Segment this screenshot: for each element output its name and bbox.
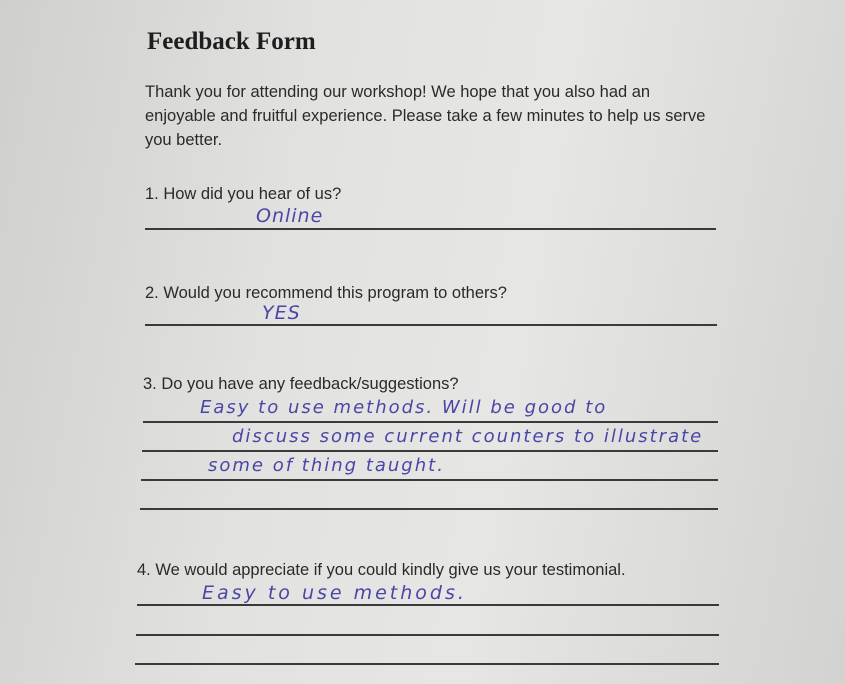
answer-line: [145, 228, 716, 230]
answer-4-line-1[interactable]: Easy to use methods.: [202, 582, 467, 604]
answer-2-line-1[interactable]: YES: [262, 302, 301, 324]
answer-line: [143, 421, 718, 423]
answer-line: [140, 508, 718, 510]
answer-line: [135, 663, 719, 665]
answer-line: [145, 324, 717, 326]
question-3: 3. Do you have any feedback/suggestions?: [143, 375, 459, 393]
intro-text: Thank you for attending our workshop! We…: [145, 83, 706, 149]
answer-line: [141, 479, 718, 481]
answer-line: [136, 634, 719, 636]
form-title: Feedback Form: [147, 28, 316, 55]
answer-1-line-1[interactable]: Online: [256, 205, 324, 227]
answer-3-line-2[interactable]: discuss some current counters to illustr…: [232, 426, 704, 447]
answer-line: [142, 450, 718, 452]
answer-3-line-1[interactable]: Easy to use methods. Will be good to: [200, 397, 608, 418]
answer-line: [137, 604, 719, 606]
answer-3-line-3[interactable]: some of thing taught.: [208, 455, 445, 476]
question-1: 1. How did you hear of us?: [145, 185, 342, 203]
question-4: 4. We would appreciate if you could kind…: [137, 561, 626, 579]
question-2: 2. Would you recommend this program to o…: [145, 284, 507, 302]
